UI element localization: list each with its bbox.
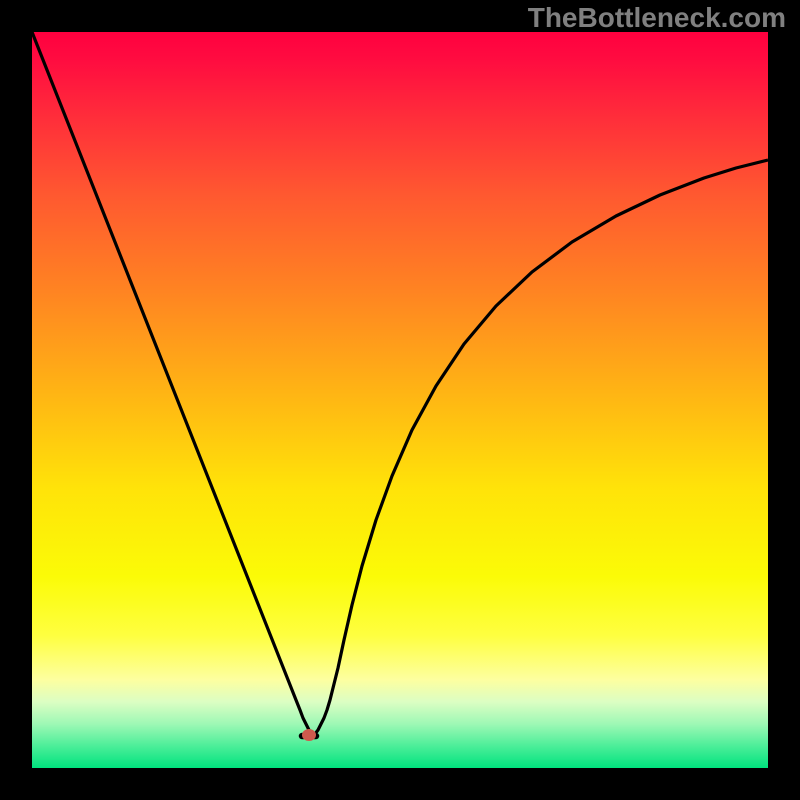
plot-area — [32, 32, 768, 768]
watermark-text: TheBottleneck.com — [528, 2, 786, 34]
curve-layer — [32, 32, 768, 768]
minimum-marker — [302, 729, 316, 741]
v-curve — [32, 32, 768, 734]
